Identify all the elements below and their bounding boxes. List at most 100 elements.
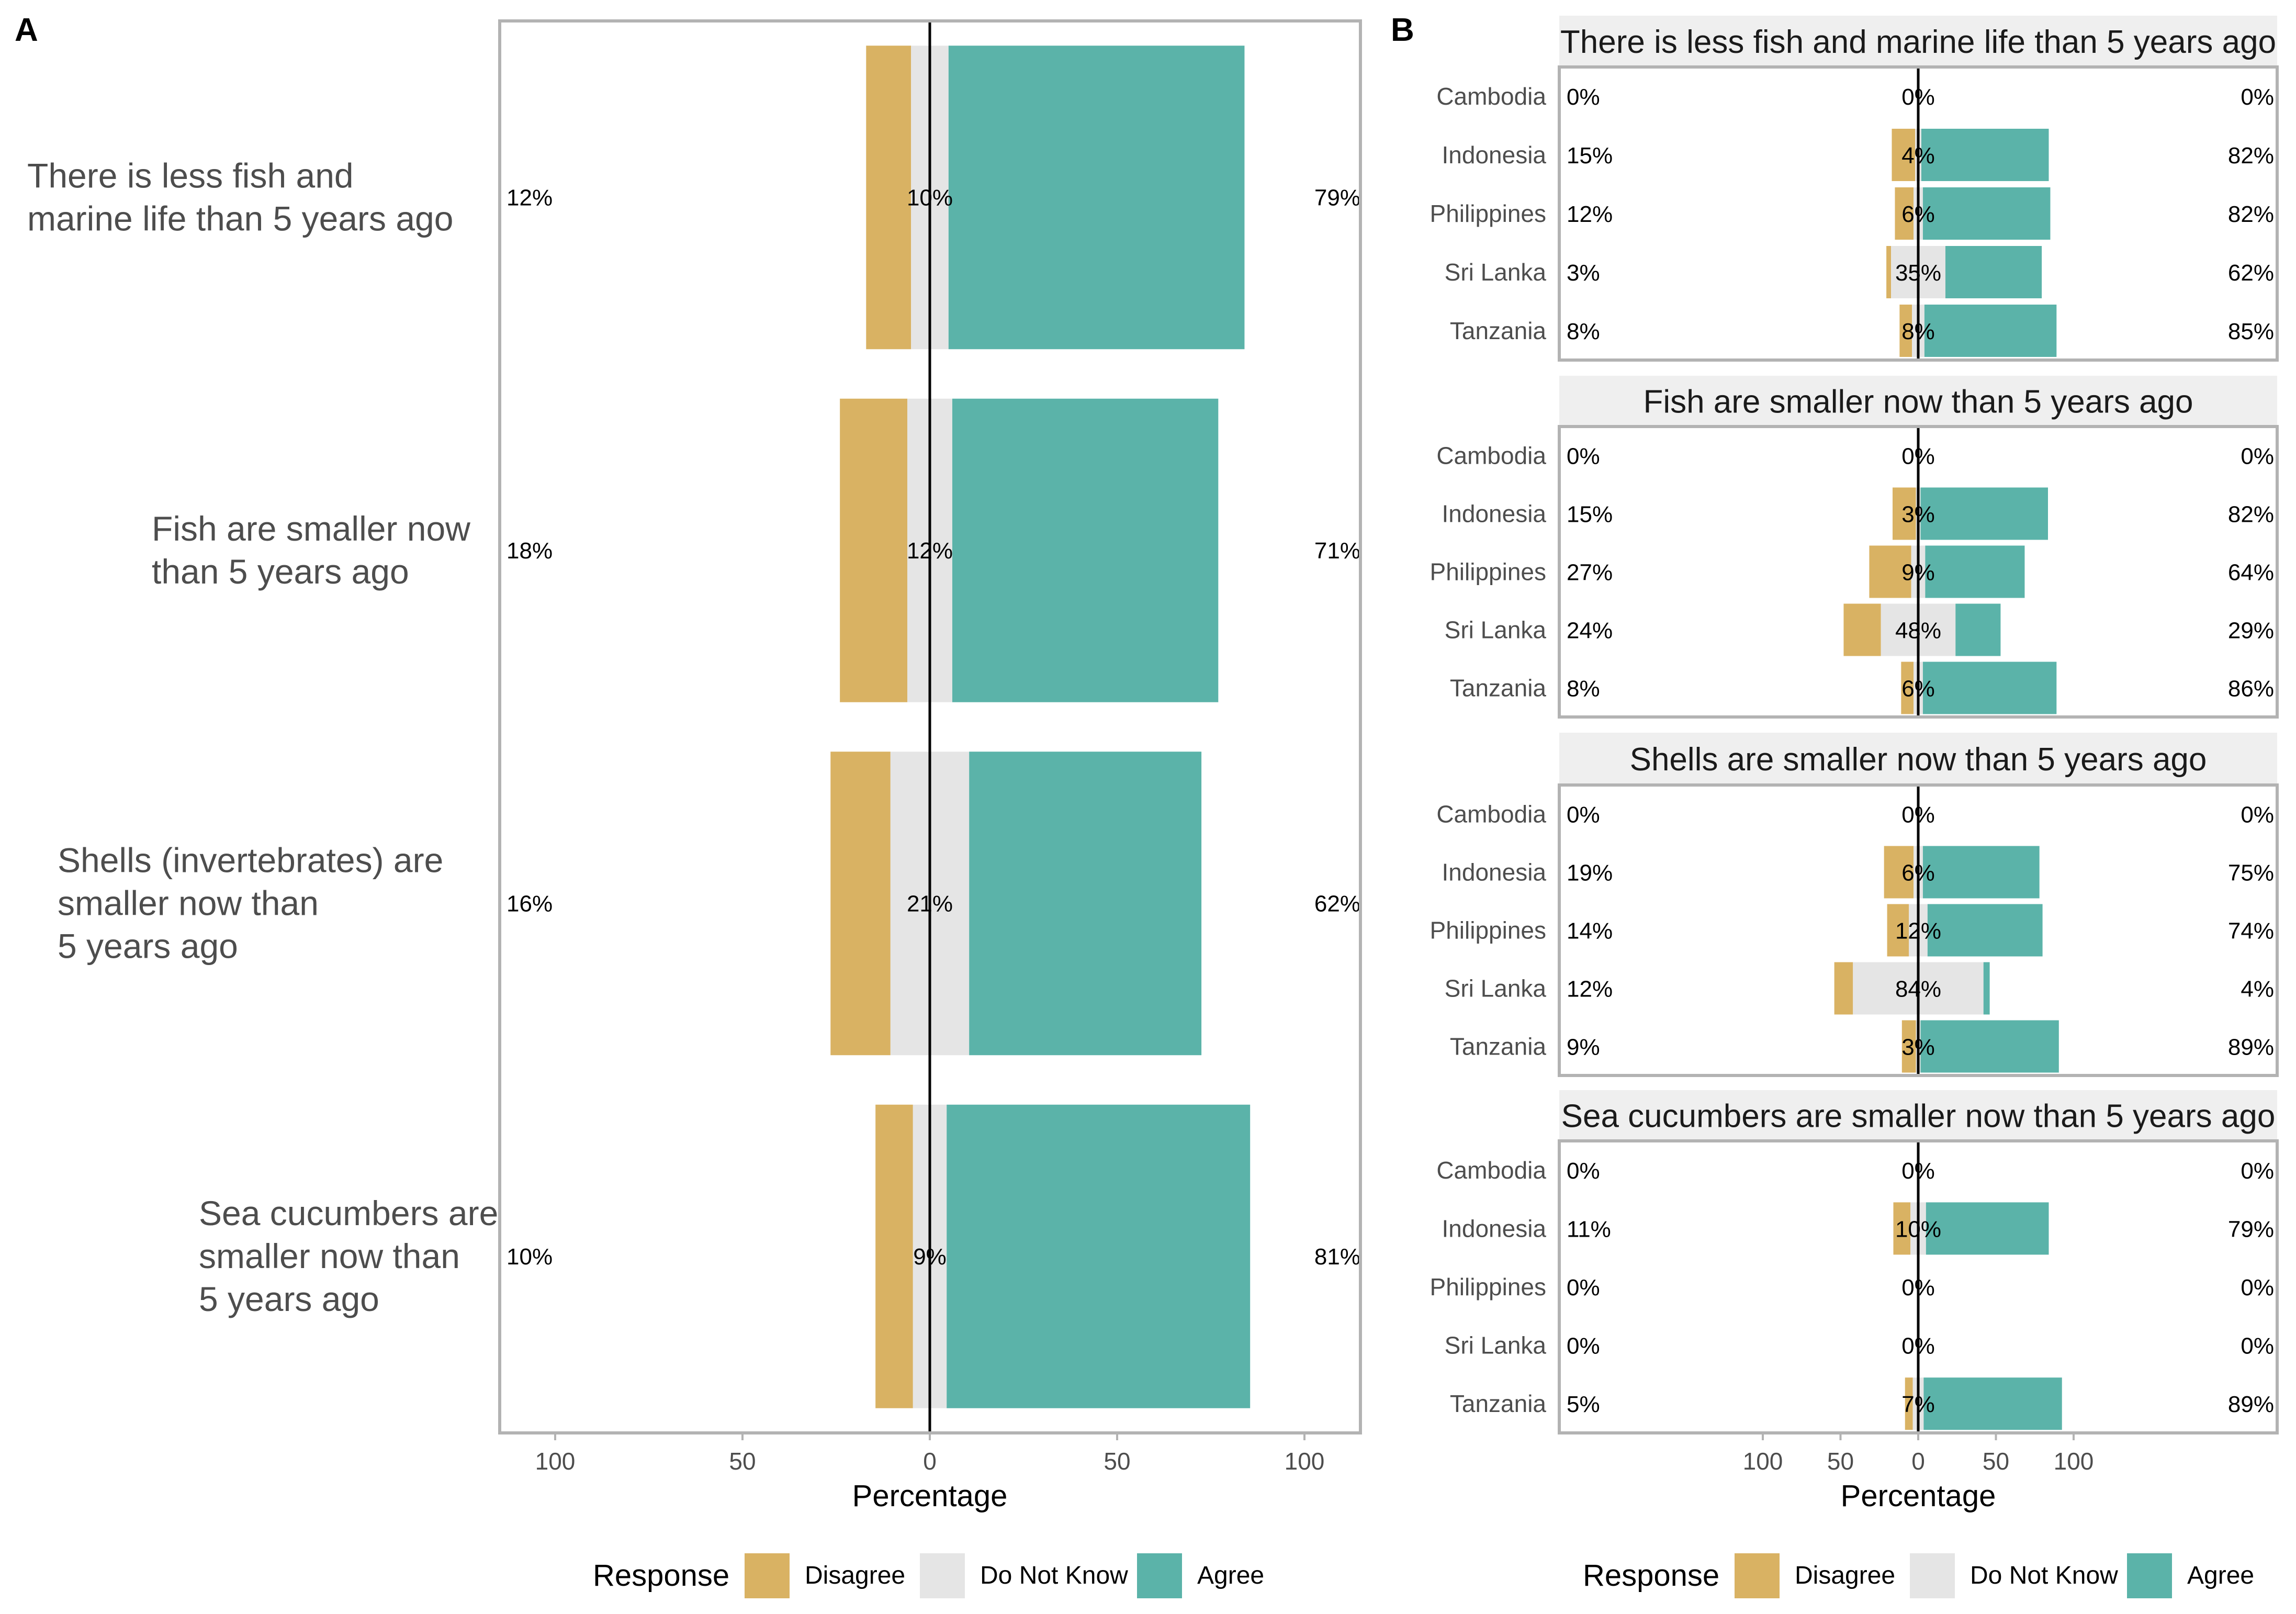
facet-border bbox=[1558, 65, 2279, 362]
label-disagree: 14% bbox=[1567, 918, 1613, 944]
x-tick-label: 50 bbox=[1983, 1448, 2009, 1475]
legend-swatch-dont-know bbox=[1910, 1553, 1955, 1598]
label-disagree: 5% bbox=[1567, 1392, 1600, 1417]
x-axis-title: Percentage bbox=[852, 1479, 1008, 1513]
label-disagree: 10% bbox=[507, 1244, 553, 1270]
facet-row: Indonesia 15% 4% 82% bbox=[1442, 129, 2274, 181]
country-label: Philippines bbox=[1430, 917, 1546, 944]
panel-b-bar-disagree bbox=[1843, 603, 1881, 656]
panel-a-bar-agree bbox=[969, 752, 1202, 1056]
label-agree: 82% bbox=[2228, 201, 2274, 227]
facet: Sea cucumbers are smaller now than 5 yea… bbox=[1430, 1090, 2279, 1434]
panel-a-bar-agree bbox=[952, 398, 1219, 702]
panel-b-bar-agree bbox=[1923, 1377, 2062, 1430]
panel-a-row: Sea cucumbers are smaller now than 5 years… bbox=[199, 1104, 1360, 1408]
category-label: There is less fish and bbox=[27, 156, 354, 195]
panel-a-row: Shells (invertebrates) are smaller now th… bbox=[58, 752, 1360, 1056]
label-agree: 79% bbox=[2228, 1216, 2274, 1242]
country-label: Cambodia bbox=[1436, 801, 1546, 828]
panel-b-bar-agree bbox=[1955, 603, 2001, 656]
panel-b-bar-disagree bbox=[1892, 129, 1916, 181]
category-label: Fish are smaller now bbox=[152, 509, 470, 548]
facet-title: There is less fish and marine life than … bbox=[1560, 24, 2276, 60]
x-tick-label: 0 bbox=[1911, 1448, 1925, 1475]
panel-b-bar-agree bbox=[1921, 129, 2049, 181]
legend-label-disagree: Disagree bbox=[805, 1562, 905, 1589]
country-label: Indonesia bbox=[1442, 141, 1547, 169]
category-label: 5 years ago bbox=[199, 1280, 379, 1318]
panel-label-a: A bbox=[15, 12, 38, 48]
facet: Shells are smaller now than 5 years ago C… bbox=[1430, 733, 2279, 1077]
legend-swatch-agree bbox=[2127, 1553, 2172, 1598]
legend-a: Response Disagree Do Not Know Agree bbox=[593, 1553, 1264, 1598]
label-agree: 0% bbox=[2241, 1158, 2274, 1184]
x-tick-label: 100 bbox=[2054, 1448, 2094, 1475]
panel-a-row: There is less fish and marine life than 5… bbox=[27, 46, 1360, 350]
panel-a-bar-agree bbox=[947, 1104, 1251, 1408]
label-disagree: 0% bbox=[1567, 802, 1600, 828]
panel-b-bar-disagree bbox=[1892, 487, 1916, 540]
label-disagree: 18% bbox=[507, 538, 553, 564]
panel-b-bar-disagree bbox=[1834, 962, 1853, 1015]
legend-label-dont-know: Do Not Know bbox=[1970, 1562, 2118, 1589]
category-label: Sea cucumbers are bbox=[199, 1194, 498, 1232]
category-label: smaller now than bbox=[199, 1237, 460, 1275]
category-label: 5 years ago bbox=[58, 926, 238, 965]
legend-swatch-dont-know bbox=[920, 1553, 965, 1598]
x-tick-label: 50 bbox=[729, 1448, 756, 1475]
label-disagree: 0% bbox=[1567, 1275, 1600, 1301]
legend-b: Response Disagree Do Not Know Agree bbox=[1583, 1553, 2254, 1598]
panel-b-bar-disagree bbox=[1887, 904, 1909, 957]
label-disagree: 0% bbox=[1567, 84, 1600, 110]
label-disagree: 27% bbox=[1567, 560, 1613, 586]
panel-a-bar-disagree bbox=[866, 46, 911, 350]
country-label: Sri Lanka bbox=[1445, 617, 1547, 644]
panel-b-bar-agree bbox=[1924, 305, 2057, 357]
country-label: Philippines bbox=[1430, 1273, 1546, 1301]
country-label: Sri Lanka bbox=[1445, 259, 1547, 286]
country-label: Sri Lanka bbox=[1445, 975, 1547, 1002]
facet: Fish are smaller now than 5 years ago Cam… bbox=[1430, 376, 2279, 719]
panel-b-bar-disagree bbox=[1905, 1377, 1913, 1430]
panel-b-bar-agree bbox=[1920, 1020, 2059, 1073]
country-label: Cambodia bbox=[1436, 1157, 1546, 1184]
facet-row: Philippines 12% 6% 82% bbox=[1430, 187, 2274, 240]
panel-b-bar-agree bbox=[1920, 487, 2048, 540]
country-label: Indonesia bbox=[1442, 500, 1547, 528]
facet-border bbox=[1558, 425, 2279, 719]
facet-row: Indonesia 15% 3% 82% bbox=[1442, 487, 2274, 540]
label-agree: 79% bbox=[1314, 185, 1360, 210]
label-disagree: 0% bbox=[1567, 1158, 1600, 1184]
category-label: than 5 years ago bbox=[152, 552, 409, 591]
label-agree: 89% bbox=[2228, 1392, 2274, 1417]
facet-row: Tanzania 8% 8% 85% bbox=[1450, 305, 2274, 357]
category-label: marine life than 5 years ago bbox=[27, 199, 453, 238]
panel-b-bar-disagree bbox=[1886, 246, 1892, 298]
panel-b-bar-disagree bbox=[1901, 662, 1914, 714]
panel-a-bar-disagree bbox=[830, 752, 891, 1056]
label-agree: 85% bbox=[2228, 319, 2274, 344]
label-agree: 0% bbox=[2241, 1275, 2274, 1301]
facet-title: Shells are smaller now than 5 years ago bbox=[1630, 742, 2207, 778]
label-agree: 62% bbox=[1314, 891, 1360, 916]
label-agree: 82% bbox=[2228, 143, 2274, 169]
legend-label-agree: Agree bbox=[1197, 1562, 1264, 1589]
facet-row: Cambodia 0% 0% 0% bbox=[1436, 801, 2274, 828]
x-tick-label: 100 bbox=[1743, 1448, 1783, 1475]
panel-a-bar-disagree bbox=[875, 1104, 913, 1408]
panel-b-bar-agree bbox=[1922, 187, 2051, 240]
legend-swatch-disagree bbox=[745, 1553, 790, 1598]
legend-swatch-agree bbox=[1137, 1553, 1182, 1598]
label-disagree: 16% bbox=[507, 891, 553, 916]
legend-label-dont-know: Do Not Know bbox=[980, 1562, 1128, 1589]
label-disagree: 0% bbox=[1567, 1333, 1600, 1359]
panel-label-b: B bbox=[1391, 12, 1414, 48]
label-agree: 0% bbox=[2241, 84, 2274, 110]
label-agree: 82% bbox=[2228, 502, 2274, 528]
facet-row: Indonesia 19% 6% 75% bbox=[1442, 846, 2274, 899]
facet-row: Tanzania 5% 7% 89% bbox=[1450, 1377, 2274, 1430]
label-agree: 62% bbox=[2228, 260, 2274, 286]
x-tick-label: 50 bbox=[1104, 1448, 1130, 1475]
facet-strip bbox=[1559, 16, 2277, 67]
